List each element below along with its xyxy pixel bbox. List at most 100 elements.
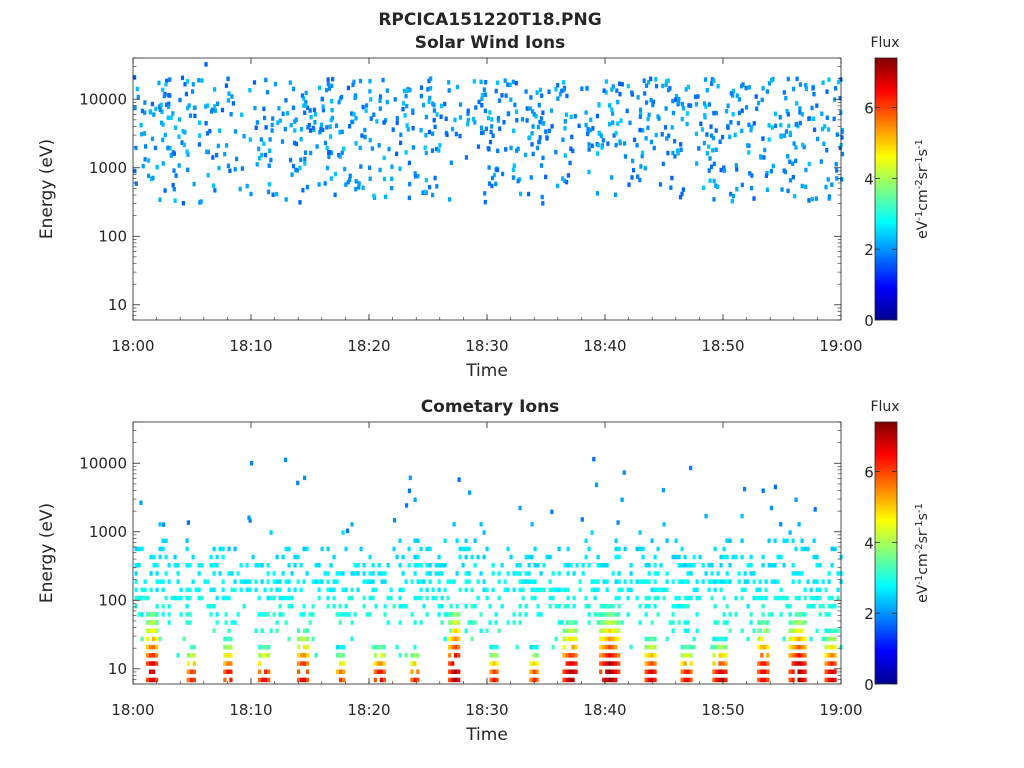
flux-cell: [752, 571, 756, 576]
flux-cell: [714, 183, 718, 188]
burst-cell: [833, 677, 837, 683]
flux-cell: [491, 563, 495, 568]
flux-cell: [614, 554, 618, 560]
flux-cell: [212, 571, 216, 576]
burst-cell: [146, 661, 150, 666]
flux-cell: [809, 595, 813, 601]
flux-cell: [676, 151, 680, 156]
flux-cell: [670, 175, 674, 181]
flux-cell: [692, 636, 696, 642]
flux-cell: [779, 595, 783, 601]
flux-cell: [267, 182, 271, 187]
flux-cell: [299, 157, 303, 162]
burst-cell: [267, 644, 271, 650]
burst-cell: [223, 653, 227, 658]
flux-cell: [737, 97, 742, 102]
flux-cell: [740, 182, 744, 188]
burst-cell: [565, 661, 569, 666]
flux-cell: [602, 88, 606, 93]
burst-cell: [718, 677, 722, 683]
flux-cell: [139, 122, 143, 128]
flux-cell: [702, 101, 707, 106]
flux-cell: [277, 106, 281, 111]
burst-cell: [608, 677, 612, 683]
flux-cell: [340, 129, 344, 135]
flux-cell: [604, 90, 608, 95]
flux-cell: [496, 118, 500, 123]
flux-cell: [266, 612, 270, 617]
flux-cell: [685, 121, 689, 127]
flux-cell: [770, 612, 774, 617]
flux-cell: [424, 133, 428, 138]
flux-cell: [140, 587, 144, 593]
flux-cell: [713, 587, 717, 593]
flux-cell: [825, 89, 829, 94]
burst-cell: [614, 612, 618, 617]
burst-cell: [715, 677, 719, 683]
flux-cell: [644, 612, 648, 617]
flux-cell: [677, 97, 681, 102]
flux-cell: [281, 111, 285, 117]
flux-cell: [267, 163, 271, 168]
flux-cell: [439, 114, 443, 119]
flux-cell: [594, 482, 599, 488]
flux-cell: [264, 152, 268, 158]
burst-cell: [614, 661, 618, 666]
flux-cell: [647, 571, 651, 576]
flux-cell: [209, 563, 213, 568]
flux-cell: [362, 563, 366, 568]
flux-cell: [212, 183, 216, 188]
flux-cell: [740, 538, 744, 543]
burst-cell: [644, 644, 648, 650]
burst-cell: [152, 653, 156, 658]
flux-cell: [179, 595, 183, 601]
flux-cell: [671, 628, 675, 633]
flux-cell: [646, 116, 650, 122]
flux-cell: [134, 145, 138, 151]
flux-cell: [709, 164, 714, 169]
flux-cell: [330, 107, 334, 113]
flux-cell: [353, 612, 357, 617]
flux-cell: [134, 571, 138, 576]
flux-cell: [254, 563, 258, 568]
flux-cell: [260, 152, 264, 158]
burst-cell: [416, 677, 420, 683]
flux-cell: [325, 146, 329, 151]
x-tick-label: 18:40: [583, 701, 626, 719]
burst-cell: [760, 620, 764, 625]
flux-cell: [303, 156, 307, 162]
flux-cell: [158, 197, 162, 202]
flux-cell: [525, 118, 529, 123]
flux-cell: [134, 595, 138, 601]
flux-cell: [680, 546, 684, 552]
flux-cell: [467, 571, 471, 576]
burst-cell: [373, 644, 377, 650]
flux-cell: [755, 587, 759, 593]
flux-cell: [519, 191, 523, 197]
flux-cell: [587, 546, 591, 552]
flux-cell: [740, 587, 744, 593]
flux-cell: [593, 587, 597, 593]
flux-cell: [428, 571, 432, 576]
flux-cell: [810, 105, 814, 111]
flux-cell: [535, 90, 539, 95]
flux-cell: [269, 595, 273, 601]
flux-cell: [686, 84, 690, 90]
flux-cell: [797, 595, 801, 601]
flux-cell: [448, 197, 452, 202]
flux-cell: [806, 579, 810, 584]
flux-cell: [308, 620, 312, 625]
flux-cell: [589, 127, 593, 133]
flux-cell: [524, 612, 528, 617]
flux-cell: [361, 185, 365, 191]
flux-cell: [514, 109, 519, 114]
flux-cell: [804, 86, 808, 91]
burst-cell: [492, 661, 496, 666]
flux-cell: [614, 130, 618, 136]
flux-cell: [595, 113, 600, 119]
flux-cell: [571, 148, 575, 154]
flux-cell: [836, 79, 841, 85]
flux-cell: [773, 563, 777, 568]
flux-cell: [548, 604, 552, 609]
flux-cell: [368, 79, 372, 84]
